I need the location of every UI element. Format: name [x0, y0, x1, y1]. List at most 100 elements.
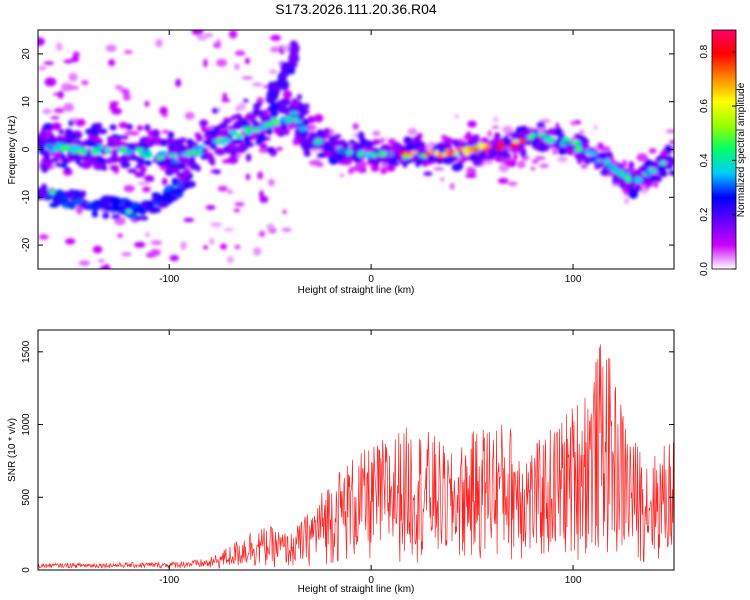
y-tick-label: 10: [21, 96, 32, 108]
spectral-blob: [257, 171, 264, 180]
spectral-blob: [189, 161, 197, 171]
spectral-blob: [186, 138, 194, 147]
spectral-blob: [287, 125, 294, 130]
spectral-blob: [326, 140, 336, 148]
spectral-blob: [497, 140, 505, 147]
spectral-blob: [298, 126, 308, 132]
spectral-blob: [251, 113, 258, 119]
spectral-blob: [137, 159, 146, 166]
spectral-blob: [217, 131, 228, 138]
spectral-blob: [68, 151, 80, 161]
spectral-blob: [49, 190, 56, 195]
spectral-blob: [161, 129, 169, 134]
spectral-blob: [137, 181, 150, 186]
spectral-blob: [387, 138, 396, 145]
spectral-blob: [43, 61, 55, 65]
spectral-blob: [90, 149, 100, 155]
y-tick-label: 500: [21, 488, 32, 505]
spectral-blob: [244, 130, 251, 135]
spectral-blob: [50, 116, 60, 120]
spectral-blob: [633, 176, 643, 183]
spectral-blob: [661, 149, 668, 158]
spectral-blob: [42, 108, 52, 115]
spectral-blob: [64, 167, 71, 172]
spectral-blob: [171, 159, 180, 163]
spectral-blob: [128, 156, 139, 161]
spectral-blob: [530, 166, 536, 171]
spectral-blob: [433, 150, 440, 156]
spectral-blob: [648, 148, 657, 154]
spectral-blob: [466, 166, 475, 175]
spectral-blob: [109, 124, 117, 131]
spectral-blob: [90, 203, 100, 212]
spectral-blob: [231, 145, 242, 150]
colorbar-gradient: [711, 29, 737, 270]
spectral-blob: [256, 134, 267, 143]
spectral-blob: [539, 163, 549, 169]
spectral-blob: [221, 98, 231, 103]
spectral-blob: [172, 138, 184, 146]
spectral-blob: [233, 208, 241, 212]
spectral-blob: [138, 142, 149, 149]
spectral-blob: [536, 121, 545, 128]
spectral-blob: [234, 202, 245, 207]
spectral-blob: [159, 106, 168, 116]
spectral-blob: [49, 202, 60, 208]
spectral-blob: [105, 44, 117, 52]
snr-frame: [37, 329, 675, 571]
spectral-blob: [134, 171, 146, 178]
spectral-blob: [169, 255, 179, 262]
spectral-blob: [558, 148, 567, 156]
spectral-blob: [76, 205, 83, 215]
spectral-blob: [68, 72, 78, 82]
spectral-blob: [494, 146, 502, 151]
spectral-blob: [259, 143, 268, 150]
spectral-blob: [229, 116, 236, 121]
spectral-blob: [89, 135, 100, 140]
spectral-blob: [223, 227, 234, 232]
spectral-blob: [258, 110, 264, 119]
spectral-blob: [180, 178, 189, 183]
spectral-blob: [74, 118, 86, 127]
spectral-blob: [136, 125, 144, 131]
spectral-blob: [175, 78, 182, 88]
spectral-blob: [244, 140, 251, 147]
spectral-blob: [167, 145, 178, 150]
spectral-blob: [226, 189, 234, 195]
spectral-blob: [195, 165, 201, 172]
spectral-blob: [262, 111, 269, 118]
spectral-blob: [328, 155, 339, 165]
spectral-blob: [224, 137, 231, 143]
spectral-blob: [111, 134, 119, 139]
spectral-blob: [179, 159, 190, 164]
spectral-blob: [233, 120, 244, 130]
spectral-blob: [485, 143, 491, 149]
spectral-blob: [364, 140, 375, 148]
spectral-blob: [262, 117, 272, 123]
spectral-blob: [111, 214, 121, 220]
spectral-blob: [512, 147, 522, 152]
colorbar: 0.0 0.2 0.4 0.6 0.8 Normalized spectral ampl…: [699, 29, 747, 276]
spectral-blob: [285, 116, 293, 122]
spectral-blob: [402, 161, 408, 168]
spectral-blob: [123, 185, 135, 193]
spectral-blob: [477, 154, 483, 160]
spectral-blob: [576, 158, 583, 165]
spectral-blob: [144, 175, 155, 183]
spectral-blob: [494, 132, 501, 138]
spectral-blob: [625, 177, 633, 183]
spectral-blob: [127, 168, 138, 174]
spectrogram-x-axis-label: Height of straight line (km): [298, 285, 415, 296]
spectral-blob: [95, 122, 103, 129]
spectral-blob: [203, 245, 209, 250]
spectral-blob: [194, 145, 201, 150]
snr-background: [38, 330, 674, 570]
spectral-blob: [323, 127, 331, 136]
spectral-blob: [282, 90, 293, 99]
spectral-blob: [576, 150, 585, 158]
spectral-blob: [191, 30, 204, 36]
spectral-blob: [62, 203, 69, 208]
spectral-blob: [536, 133, 546, 137]
spectral-blob: [583, 159, 591, 165]
spectral-blob: [145, 232, 151, 238]
